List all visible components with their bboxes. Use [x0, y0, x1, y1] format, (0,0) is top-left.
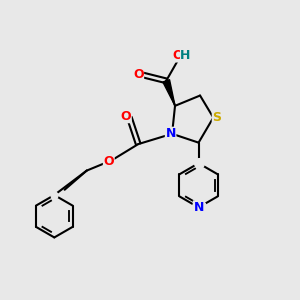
Text: O: O	[121, 110, 131, 123]
Text: O: O	[173, 49, 183, 62]
Polygon shape	[163, 80, 175, 106]
Text: N: N	[194, 201, 204, 214]
Text: N: N	[165, 127, 176, 140]
Text: O: O	[133, 68, 143, 81]
Text: O: O	[103, 155, 114, 168]
Text: H: H	[180, 49, 190, 62]
Text: S: S	[212, 111, 221, 124]
